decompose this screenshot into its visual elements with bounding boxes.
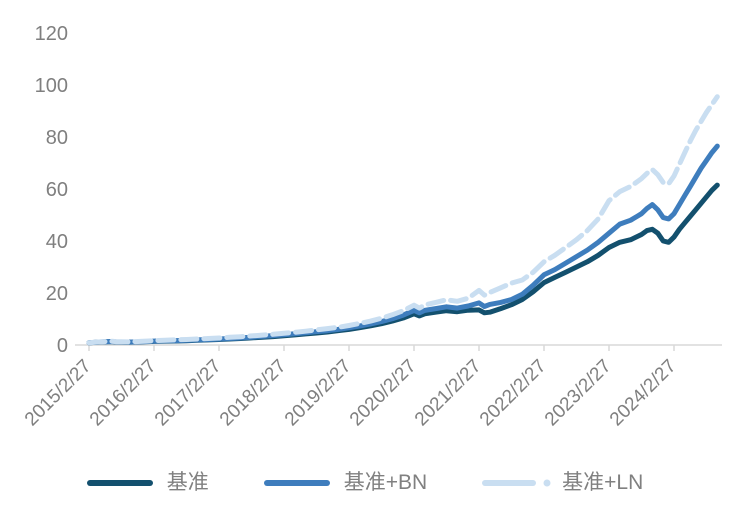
series-line-基准+BN xyxy=(86,143,720,346)
x-axis-tick-label: 2022/2/27 xyxy=(476,356,551,431)
chart-legend: 基准 基准+BN 基准+LN xyxy=(0,462,729,513)
series-line-基准+LN xyxy=(86,94,720,346)
x-axis-tick-label: 2024/2/27 xyxy=(606,356,681,431)
x-axis-tick-label: 2015/2/27 xyxy=(21,356,96,431)
series-line-基准 xyxy=(86,182,720,346)
legend-swatch-dashed-line xyxy=(482,479,551,486)
legend-item-基准: 基准 xyxy=(86,472,209,493)
x-axis-tick-label: 2021/2/27 xyxy=(411,356,486,431)
x-axis-tick-label: 2020/2/27 xyxy=(346,356,421,431)
x-axis-tick-label: 2023/2/27 xyxy=(541,356,616,431)
x-axis-tick-label: 2016/2/27 xyxy=(86,356,161,431)
x-axis-tick-label: 2019/2/27 xyxy=(281,356,356,431)
y-axis-tick-label: 80 xyxy=(46,127,68,149)
y-axis-tick-label: 100 xyxy=(35,75,68,97)
legend-dash-dot xyxy=(543,479,551,486)
y-axis-tick-label: 60 xyxy=(46,179,68,201)
y-axis-tick-label: 0 xyxy=(57,335,68,357)
x-axis-tick-label: 2018/2/27 xyxy=(216,356,291,431)
legend-swatch-line xyxy=(86,479,153,486)
legend-label: 基准 xyxy=(166,471,209,494)
legend-swatch-line xyxy=(263,479,330,486)
chart-plot-area: 0 20 40 60 80 100 120 2015/2/272016/2/272017/2/… xyxy=(21,23,722,431)
y-axis-tick-label: 40 xyxy=(46,231,68,253)
legend-label: 基准+LN xyxy=(562,471,644,494)
x-axis-tick-label: 2017/2/27 xyxy=(151,356,226,431)
legend-item-基准+BN: 基准+BN xyxy=(263,472,427,493)
y-axis-tick-label: 120 xyxy=(35,23,68,45)
legend-label: 基准+BN xyxy=(343,471,428,494)
legend-item-基准+LN: 基准+LN xyxy=(481,472,643,493)
y-axis-tick-label: 20 xyxy=(46,283,68,305)
